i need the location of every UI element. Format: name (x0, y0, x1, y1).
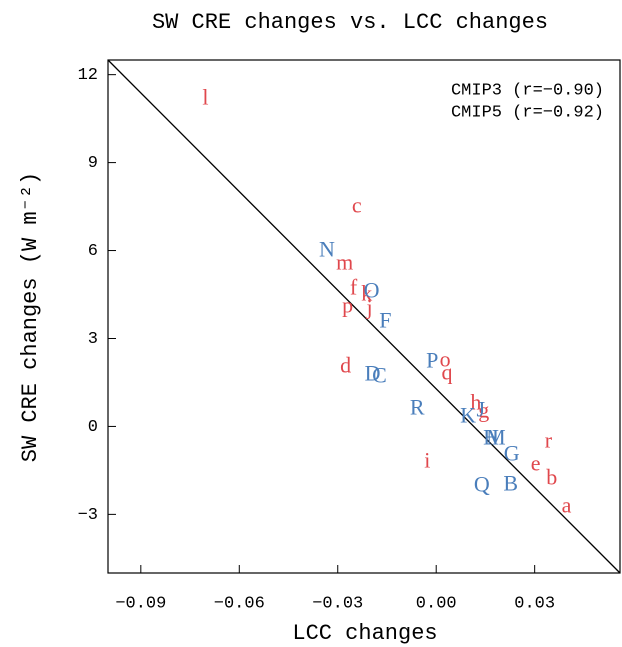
y-tick-label: 3 (88, 330, 98, 349)
x-axis-label: LCC changes (292, 621, 437, 646)
plot-frame (107, 59, 621, 574)
y-axis-label: SW CRE changes (W m⁻²) (18, 172, 43, 463)
legend-entry: CMIP3 (r=−0.90) (451, 81, 604, 100)
legend-entry: CMIP5 (r=−0.92) (451, 103, 604, 122)
x-tick-label: −0.03 (312, 594, 363, 613)
point-letter: O (364, 278, 380, 303)
x-tick-label: 0.03 (514, 594, 555, 613)
point-letter: r (545, 428, 553, 453)
point-letter: g (478, 397, 489, 422)
point-letter: j (366, 295, 373, 320)
point-letter: P (426, 348, 438, 373)
point-letter: G (504, 440, 520, 465)
point-letter: e (531, 450, 541, 475)
point-letter: K (460, 402, 476, 427)
y-tick-label: 12 (78, 66, 98, 85)
point-letter: d (340, 353, 351, 378)
point-letter: c (352, 192, 362, 217)
y-tick-label: 9 (88, 154, 98, 173)
point-letter: J (477, 397, 486, 422)
point-letter: h (470, 389, 481, 414)
chart-title: SW CRE changes vs. LCC changes (152, 10, 548, 35)
point-letter: q (442, 360, 453, 385)
fit-line (107, 59, 621, 574)
point-letter: C (372, 363, 387, 388)
x-tick-label: 0.00 (416, 594, 457, 613)
point-letter: B (503, 470, 518, 495)
x-tick-label: −0.06 (214, 594, 265, 613)
point-letter: i (424, 448, 430, 473)
point-letter: N (319, 236, 335, 261)
point-letter: o (440, 346, 451, 371)
y-tick-label: 0 (88, 418, 98, 437)
point-letter: l (202, 85, 208, 110)
point-letter: M (486, 424, 506, 449)
point-letter: a (562, 492, 572, 517)
point-letter: D (365, 360, 381, 385)
y-tick-label: 6 (88, 242, 98, 261)
point-letter: k (361, 280, 372, 305)
x-tick-label: −0.09 (115, 594, 166, 613)
point-letter: f (350, 275, 358, 300)
point-letter: m (336, 250, 353, 275)
y-tick-label: −3 (78, 506, 98, 525)
point-letter: b (546, 465, 557, 490)
point-letter: R (410, 394, 425, 419)
point-letter: Q (474, 472, 490, 497)
point-letter: p (342, 292, 353, 317)
point-letter: H (483, 424, 499, 449)
point-letter: F (379, 307, 391, 332)
